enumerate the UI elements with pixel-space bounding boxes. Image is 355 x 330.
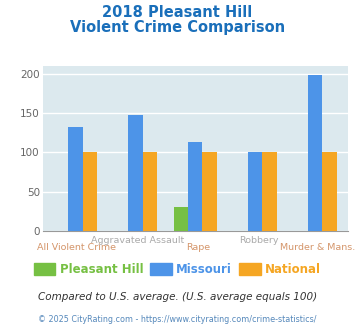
Text: Robbery: Robbery (240, 236, 279, 245)
Bar (83, 152, 97, 231)
Text: 2018 Pleasant Hill: 2018 Pleasant Hill (102, 5, 253, 20)
Bar (262, 152, 277, 231)
Bar (248, 152, 262, 231)
Bar (188, 142, 202, 231)
Text: Violent Crime Comparison: Violent Crime Comparison (70, 20, 285, 35)
Text: Aggravated Assault: Aggravated Assault (91, 236, 184, 245)
Text: Compared to U.S. average. (U.S. average equals 100): Compared to U.S. average. (U.S. average … (38, 292, 317, 302)
Bar (174, 208, 188, 231)
Bar (143, 152, 157, 231)
Text: Rape: Rape (186, 243, 211, 251)
Text: © 2025 CityRating.com - https://www.cityrating.com/crime-statistics/: © 2025 CityRating.com - https://www.city… (38, 315, 317, 324)
Bar (69, 127, 83, 231)
Bar (202, 152, 217, 231)
Bar (128, 115, 143, 231)
Legend: Pleasant Hill, Missouri, National: Pleasant Hill, Missouri, National (29, 258, 326, 281)
Bar (322, 152, 337, 231)
Bar (308, 75, 322, 231)
Text: Murder & Mans...: Murder & Mans... (280, 243, 355, 251)
Text: All Violent Crime: All Violent Crime (37, 243, 116, 251)
